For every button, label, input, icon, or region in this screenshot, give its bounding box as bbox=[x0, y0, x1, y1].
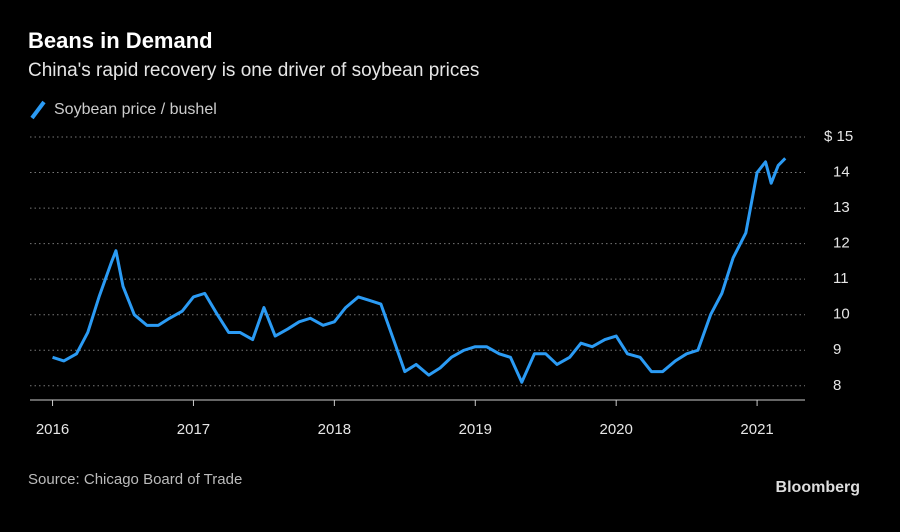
x-tick-label: 2021 bbox=[740, 421, 773, 438]
y-tick-label: 13 bbox=[833, 199, 850, 216]
chart-subtitle: China's rapid recovery is one driver of … bbox=[28, 60, 479, 81]
y-tick-label: 9 bbox=[833, 341, 841, 358]
brand: Bloomberg bbox=[776, 479, 860, 496]
chart-title: Beans in Demand bbox=[28, 28, 213, 53]
y-tick-label: 10 bbox=[833, 306, 850, 323]
x-tick-label: 2017 bbox=[177, 421, 210, 438]
legend-swatch bbox=[30, 100, 46, 120]
legend-label: Soybean price / bushel bbox=[54, 101, 217, 118]
x-tick-label: 2016 bbox=[36, 421, 69, 438]
data-line bbox=[52, 157, 787, 384]
y-tick-label: $ 15 bbox=[824, 128, 853, 145]
y-tick-label: 8 bbox=[833, 377, 841, 394]
x-tick-label: 2020 bbox=[599, 421, 632, 438]
y-tick-label: 11 bbox=[833, 270, 849, 287]
y-tick-label: 12 bbox=[833, 235, 850, 252]
x-tick-label: 2018 bbox=[318, 421, 351, 438]
source: Source: Chicago Board of Trade bbox=[28, 471, 242, 488]
x-tick-label: 2019 bbox=[459, 421, 492, 438]
y-tick-label: 14 bbox=[833, 164, 850, 181]
